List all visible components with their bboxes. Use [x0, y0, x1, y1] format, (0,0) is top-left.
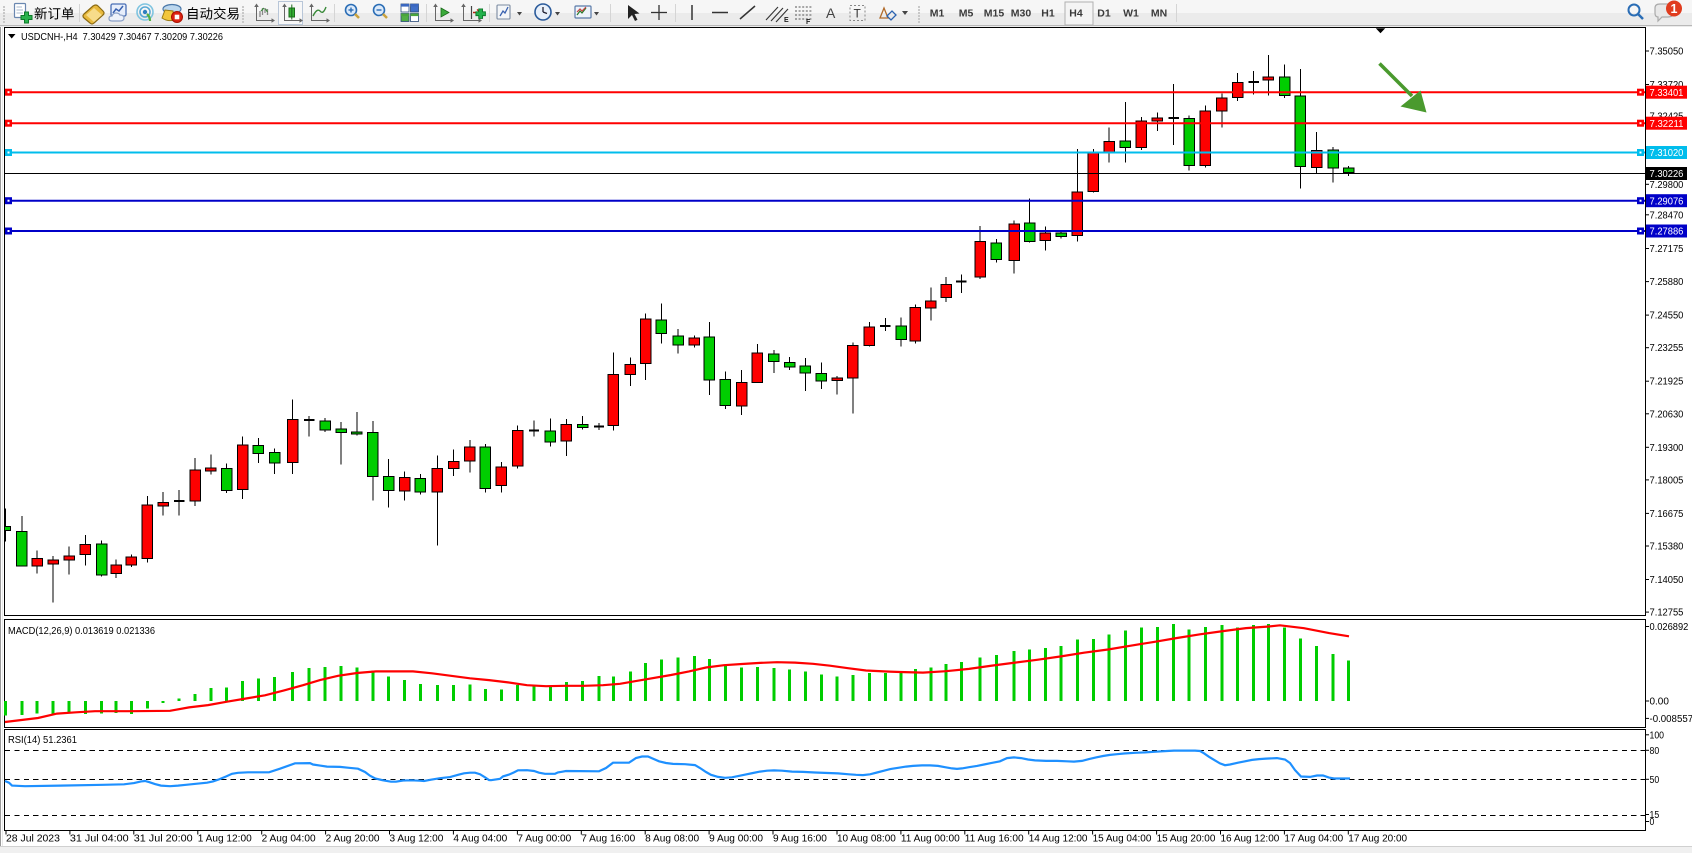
svg-text:11 Aug 16:00: 11 Aug 16:00 [965, 834, 1024, 845]
svg-text:17 Aug 20:00: 17 Aug 20:00 [1348, 834, 1407, 845]
svg-text:7.35050: 7.35050 [1650, 47, 1684, 58]
svg-text:9 Aug 00:00: 9 Aug 00:00 [709, 834, 763, 845]
svg-text:0.00: 0.00 [1650, 697, 1670, 708]
svg-text:15: 15 [1650, 810, 1660, 821]
svg-text:28 Jul 2023: 28 Jul 2023 [6, 834, 60, 845]
svg-text:80: 80 [1650, 746, 1660, 757]
svg-text:2 Aug 04:00: 2 Aug 04:00 [262, 834, 316, 845]
svg-text:0.026892: 0.026892 [1650, 622, 1689, 633]
svg-text:7.24550: 7.24550 [1650, 311, 1684, 322]
svg-text:3 Aug 12:00: 3 Aug 12:00 [390, 834, 444, 845]
svg-text:-0.008557: -0.008557 [1650, 714, 1692, 725]
svg-text:MACD(12,26,9) 0.013619 0.02133: MACD(12,26,9) 0.013619 0.021336 [8, 625, 155, 637]
svg-text:7.16675: 7.16675 [1650, 509, 1684, 520]
svg-text:7.33720: 7.33720 [1650, 80, 1684, 91]
svg-text:31 Jul 04:00: 31 Jul 04:00 [70, 834, 129, 845]
svg-text:9 Aug 16:00: 9 Aug 16:00 [773, 834, 827, 845]
svg-text:50: 50 [1650, 775, 1660, 786]
svg-text:7.30226: 7.30226 [1650, 169, 1684, 180]
svg-text:1: 1 [1671, 2, 1678, 16]
svg-text:11 Aug 00:00: 11 Aug 00:00 [901, 834, 960, 845]
svg-text:E: E [784, 17, 789, 24]
svg-text:16 Aug 12:00: 16 Aug 12:00 [1221, 834, 1280, 845]
svg-text:H4: H4 [1069, 8, 1083, 20]
svg-text:4 Aug 04:00: 4 Aug 04:00 [453, 834, 507, 845]
svg-text:7.28470: 7.28470 [1650, 210, 1684, 221]
svg-text:2 Aug 20:00: 2 Aug 20:00 [326, 834, 380, 845]
svg-text:7.25880: 7.25880 [1650, 277, 1684, 288]
svg-text:8 Aug 08:00: 8 Aug 08:00 [645, 834, 699, 845]
svg-text:7.29800: 7.29800 [1650, 180, 1684, 191]
svg-text:7 Aug 00:00: 7 Aug 00:00 [517, 834, 571, 845]
svg-text:15 Aug 04:00: 15 Aug 04:00 [1093, 834, 1152, 845]
svg-text:F: F [806, 19, 811, 26]
svg-text:7.21925: 7.21925 [1650, 377, 1684, 388]
svg-text:1 Aug 12:00: 1 Aug 12:00 [198, 834, 252, 845]
svg-text:M5: M5 [959, 8, 974, 20]
svg-text:M30: M30 [1011, 8, 1032, 20]
svg-text:USDCNH-,H4 7.30429 7.30467 7.: USDCNH-,H4 7.30429 7.30467 7.30209 7.302… [21, 31, 223, 43]
svg-text:A: A [826, 5, 836, 21]
svg-text:10 Aug 08:00: 10 Aug 08:00 [837, 834, 896, 845]
svg-text:14 Aug 12:00: 14 Aug 12:00 [1029, 834, 1088, 845]
svg-text:7.19300: 7.19300 [1650, 443, 1684, 454]
svg-text:7 Aug 16:00: 7 Aug 16:00 [581, 834, 635, 845]
svg-text:100: 100 [1650, 730, 1665, 741]
svg-text:7.18005: 7.18005 [1650, 475, 1684, 486]
svg-text:7.33401: 7.33401 [1650, 88, 1684, 99]
svg-text:31 Jul 20:00: 31 Jul 20:00 [134, 834, 193, 845]
svg-text:7.20630: 7.20630 [1650, 409, 1684, 420]
svg-text:7.12755: 7.12755 [1650, 608, 1684, 619]
svg-text:H1: H1 [1041, 8, 1055, 20]
svg-text:RSI(14) 51.2361: RSI(14) 51.2361 [8, 734, 77, 746]
svg-text:W1: W1 [1123, 8, 1139, 20]
svg-text:0: 0 [1650, 817, 1655, 828]
svg-text:17 Aug 04:00: 17 Aug 04:00 [1284, 834, 1343, 845]
svg-text:7.23255: 7.23255 [1650, 343, 1684, 354]
svg-text:T: T [854, 7, 862, 21]
svg-text:M15: M15 [984, 8, 1005, 20]
svg-text:7.27886: 7.27886 [1650, 227, 1684, 238]
svg-text:7.15380: 7.15380 [1650, 542, 1684, 553]
svg-text:7.14050: 7.14050 [1650, 575, 1684, 586]
svg-text:15 Aug 20:00: 15 Aug 20:00 [1157, 834, 1216, 845]
svg-text:7.32211: 7.32211 [1650, 119, 1684, 130]
svg-text:7.29076: 7.29076 [1650, 196, 1684, 207]
svg-text:D1: D1 [1097, 8, 1111, 20]
svg-text:M1: M1 [930, 8, 945, 20]
svg-text:7.27175: 7.27175 [1650, 244, 1684, 255]
svg-text:7.31020: 7.31020 [1650, 148, 1684, 159]
svg-text:MN: MN [1151, 8, 1167, 20]
